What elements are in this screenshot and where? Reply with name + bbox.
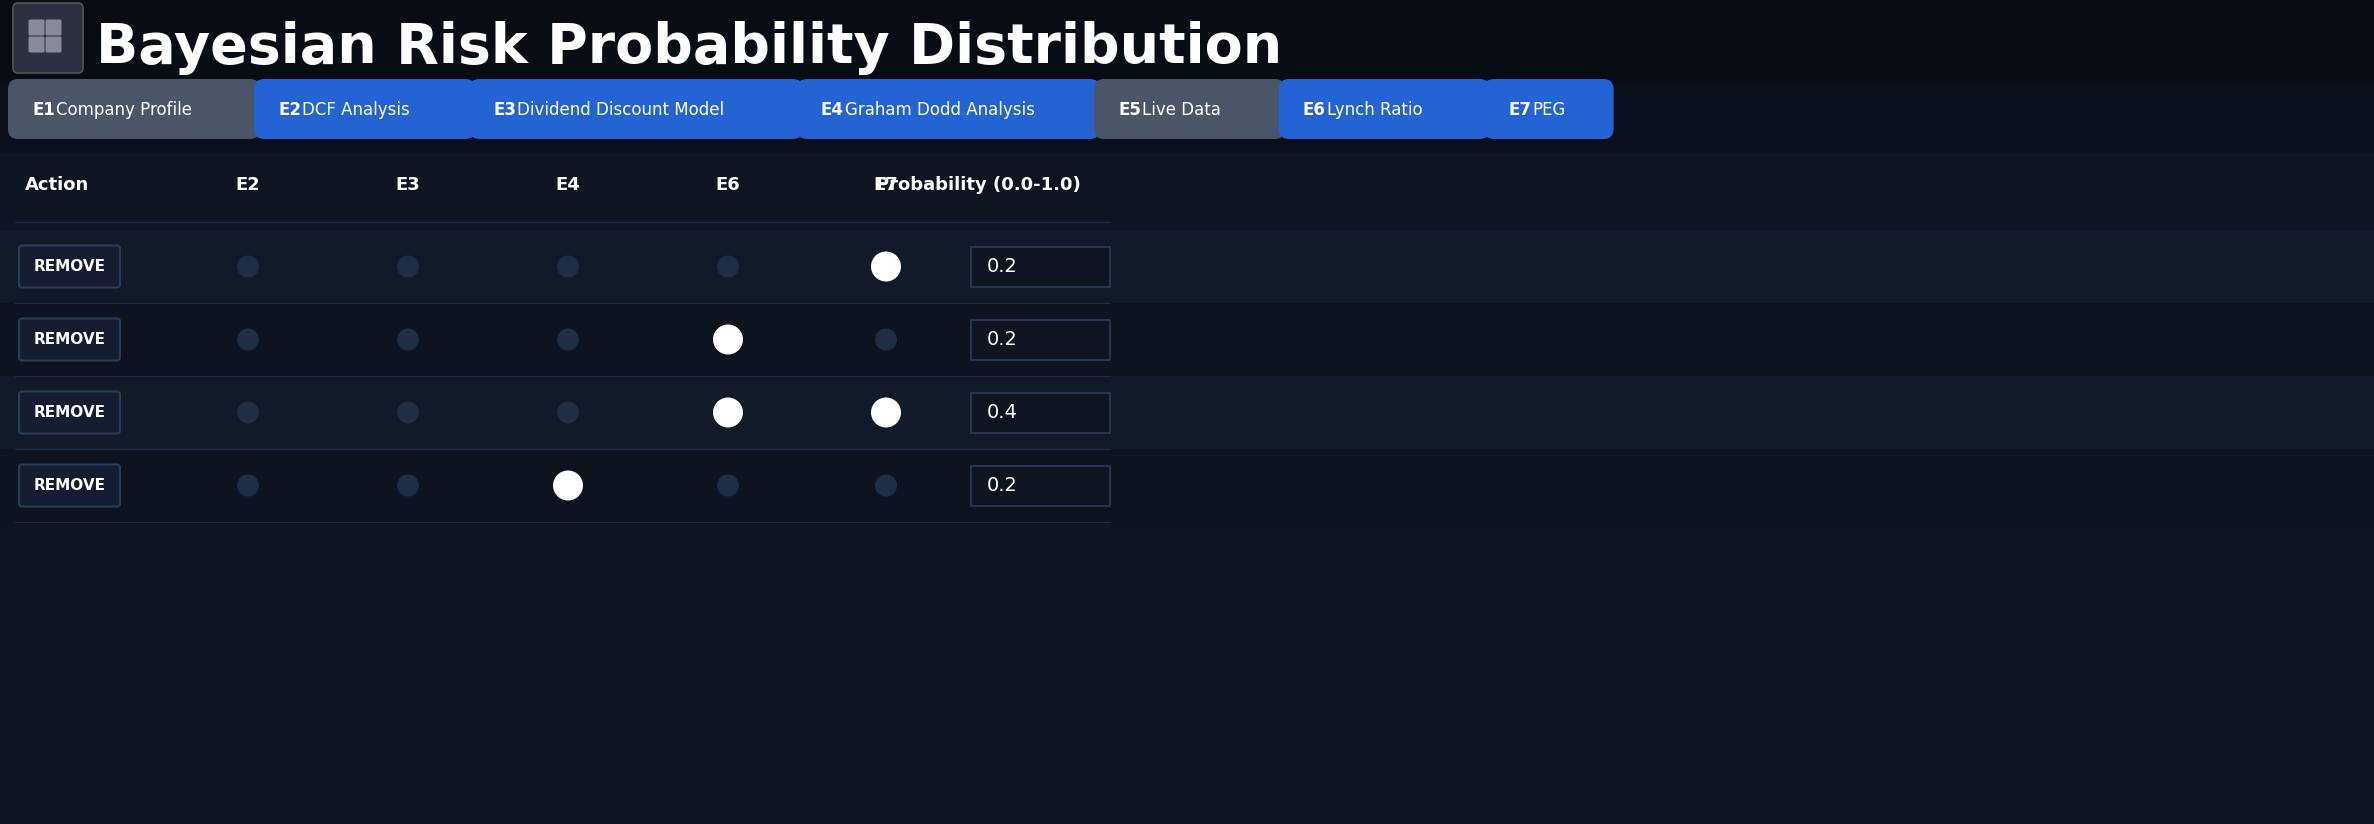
Circle shape <box>237 401 259 424</box>
Text: Dividend Discount Model: Dividend Discount Model <box>518 101 724 119</box>
Text: E7: E7 <box>874 176 897 194</box>
Circle shape <box>876 475 897 497</box>
Circle shape <box>396 255 418 278</box>
FancyBboxPatch shape <box>28 36 45 53</box>
Bar <box>0 376 2374 449</box>
FancyBboxPatch shape <box>1280 79 1491 139</box>
Text: E1: E1 <box>31 101 55 119</box>
Text: E2: E2 <box>235 176 261 194</box>
FancyBboxPatch shape <box>971 466 1111 505</box>
Circle shape <box>558 329 579 350</box>
Text: REMOVE: REMOVE <box>33 332 104 347</box>
Text: E3: E3 <box>494 101 518 119</box>
Text: E6: E6 <box>1303 101 1325 119</box>
Text: 0.4: 0.4 <box>988 403 1018 422</box>
Text: 0.2: 0.2 <box>988 330 1018 349</box>
Circle shape <box>717 255 738 278</box>
Text: E6: E6 <box>715 176 741 194</box>
FancyBboxPatch shape <box>971 320 1111 359</box>
Text: E7: E7 <box>1507 101 1531 119</box>
Circle shape <box>237 475 259 497</box>
Text: 0.2: 0.2 <box>988 257 1018 276</box>
Circle shape <box>876 329 897 350</box>
Text: REMOVE: REMOVE <box>33 259 104 274</box>
FancyBboxPatch shape <box>971 246 1111 287</box>
FancyBboxPatch shape <box>7 79 261 139</box>
Circle shape <box>871 251 902 282</box>
Circle shape <box>712 397 743 428</box>
FancyBboxPatch shape <box>19 465 121 507</box>
Text: DCF Analysis: DCF Analysis <box>301 101 411 119</box>
Text: 0.2: 0.2 <box>988 476 1018 495</box>
Text: Bayesian Risk Probability Distribution: Bayesian Risk Probability Distribution <box>95 21 1282 75</box>
Circle shape <box>237 255 259 278</box>
Bar <box>0 449 2374 522</box>
Circle shape <box>553 471 584 500</box>
FancyBboxPatch shape <box>45 20 62 35</box>
FancyBboxPatch shape <box>12 3 83 73</box>
Circle shape <box>396 401 418 424</box>
Text: E5: E5 <box>1118 101 1142 119</box>
Circle shape <box>396 329 418 350</box>
Text: Lynch Ratio: Lynch Ratio <box>1327 101 1422 119</box>
Text: E3: E3 <box>396 176 420 194</box>
Text: PEG: PEG <box>1531 101 1564 119</box>
FancyBboxPatch shape <box>19 319 121 361</box>
FancyBboxPatch shape <box>19 391 121 433</box>
Circle shape <box>558 401 579 424</box>
Circle shape <box>871 397 902 428</box>
FancyBboxPatch shape <box>470 79 802 139</box>
FancyBboxPatch shape <box>1094 79 1284 139</box>
Text: REMOVE: REMOVE <box>33 405 104 420</box>
Bar <box>0 83 2374 157</box>
Text: Live Data: Live Data <box>1142 101 1220 119</box>
Text: Probability (0.0-1.0): Probability (0.0-1.0) <box>876 176 1080 194</box>
FancyBboxPatch shape <box>798 79 1099 139</box>
FancyBboxPatch shape <box>28 20 45 35</box>
FancyBboxPatch shape <box>1484 79 1614 139</box>
Text: Action: Action <box>26 176 90 194</box>
Text: E4: E4 <box>821 101 845 119</box>
Bar <box>0 230 2374 303</box>
FancyBboxPatch shape <box>19 246 121 288</box>
Text: Company Profile: Company Profile <box>57 101 192 119</box>
Circle shape <box>237 329 259 350</box>
Circle shape <box>717 475 738 497</box>
Text: REMOVE: REMOVE <box>33 478 104 493</box>
Bar <box>0 0 2374 83</box>
Circle shape <box>712 325 743 354</box>
Bar <box>0 303 2374 376</box>
Bar <box>0 153 2374 824</box>
Text: E4: E4 <box>556 176 579 194</box>
FancyBboxPatch shape <box>45 36 62 53</box>
Text: E2: E2 <box>278 101 301 119</box>
Text: Graham Dodd Analysis: Graham Dodd Analysis <box>845 101 1035 119</box>
Circle shape <box>396 475 418 497</box>
FancyBboxPatch shape <box>971 392 1111 433</box>
Circle shape <box>558 255 579 278</box>
FancyBboxPatch shape <box>254 79 475 139</box>
